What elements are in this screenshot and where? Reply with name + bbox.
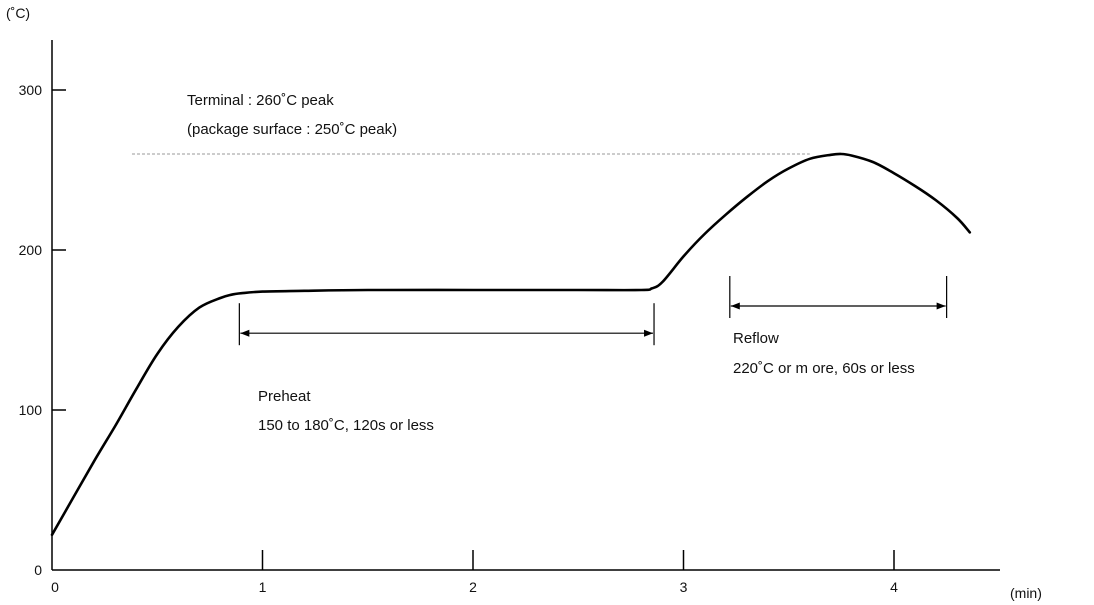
reflow-label: Reflow xyxy=(733,330,779,347)
reflow-right-arrowhead xyxy=(936,302,946,310)
x-tick-label: 3 xyxy=(680,579,688,595)
y-tick-label: 0 xyxy=(34,562,42,578)
reflow-left-arrowhead xyxy=(730,302,740,310)
y-tick-label: 100 xyxy=(19,402,43,418)
peak-annotation-line1: Terminal : 260˚C peak xyxy=(187,92,334,109)
temperature-profile-line xyxy=(50,152,972,537)
peak-annotation-line2: (package surface : 250˚C peak) xyxy=(187,121,397,138)
y-axis-unit-label: (˚C) xyxy=(6,5,30,21)
reflow-range-marker xyxy=(729,276,948,318)
preheat-right-arrowhead xyxy=(644,329,654,337)
preheat-left-arrowhead xyxy=(240,329,250,337)
x-axis-unit-label: (min) xyxy=(1010,585,1042,601)
preheat-detail-label: 150 to 180˚C, 120s or less xyxy=(258,417,434,434)
preheat-label: Preheat xyxy=(258,388,311,405)
x-tick-label: 4 xyxy=(890,579,898,595)
reflow-detail-label: 220˚C or m ore, 60s or less xyxy=(733,360,915,377)
y-tick-label: 300 xyxy=(19,82,43,98)
x-tick-label: 1 xyxy=(259,579,267,595)
x-tick-label: 2 xyxy=(469,579,477,595)
axes xyxy=(51,40,1000,571)
y-tick-label: 200 xyxy=(19,242,43,258)
x-tick-label: 0 xyxy=(51,579,59,595)
ticks: 0 100 200 300 0 1 2 3 4 xyxy=(19,82,898,595)
preheat-range-marker xyxy=(238,303,655,346)
